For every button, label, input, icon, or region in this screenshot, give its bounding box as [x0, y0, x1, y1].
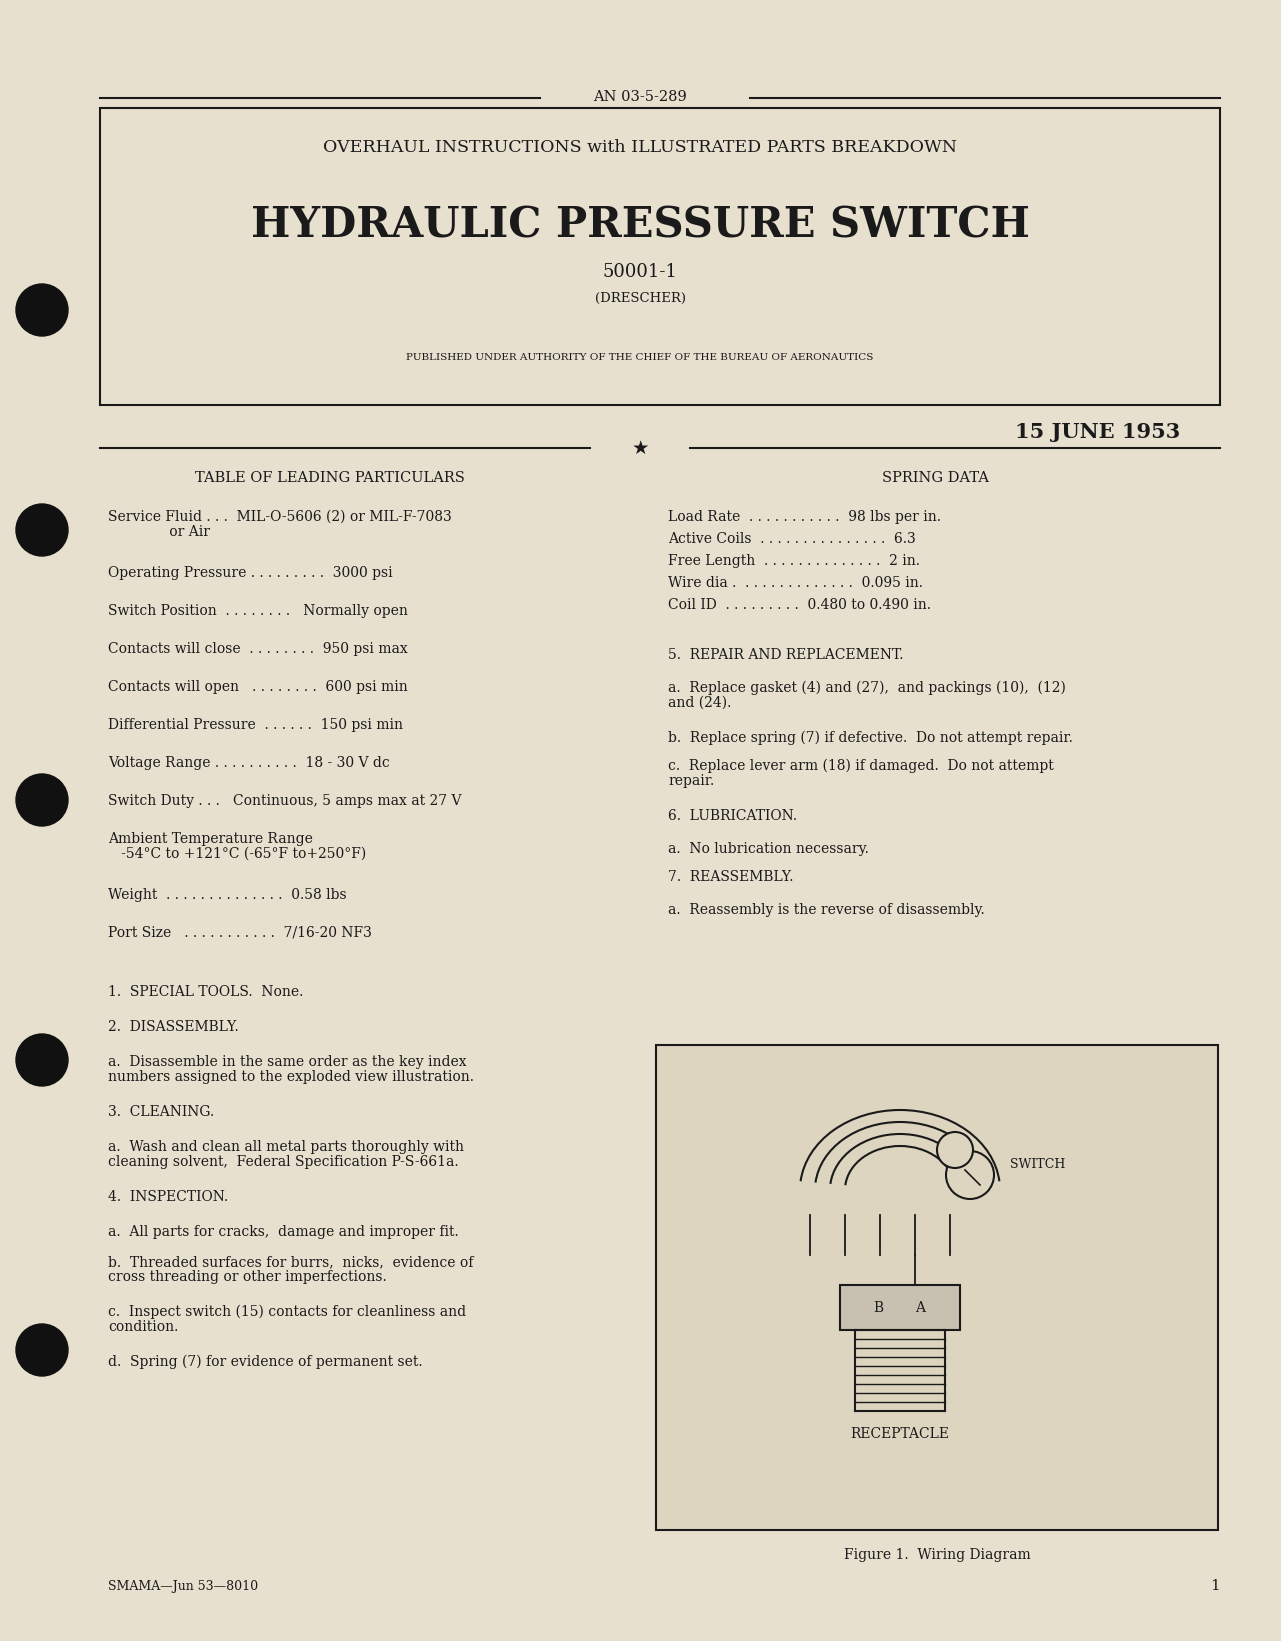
Text: TABLE OF LEADING PARTICULARS: TABLE OF LEADING PARTICULARS	[195, 471, 465, 486]
Text: b.  Threaded surfaces for burrs,  nicks,  evidence of: b. Threaded surfaces for burrs, nicks, e…	[108, 1255, 474, 1268]
Text: Switch Duty . . .   Continuous, 5 amps max at 27 V: Switch Duty . . . Continuous, 5 amps max…	[108, 794, 461, 807]
Text: (DRESCHER): (DRESCHER)	[594, 292, 685, 305]
Text: Operating Pressure . . . . . . . . .  3000 psi: Operating Pressure . . . . . . . . . 300…	[108, 566, 392, 579]
Text: d.  Spring (7) for evidence of permanent set.: d. Spring (7) for evidence of permanent …	[108, 1355, 423, 1369]
Text: Voltage Range . . . . . . . . . .  18 - 30 V dc: Voltage Range . . . . . . . . . . 18 - 3…	[108, 757, 389, 770]
Text: Free Length  . . . . . . . . . . . . . .  2 in.: Free Length . . . . . . . . . . . . . . …	[667, 555, 920, 568]
Text: numbers assigned to the exploded view illustration.: numbers assigned to the exploded view il…	[108, 1070, 474, 1085]
Text: SWITCH: SWITCH	[1009, 1159, 1066, 1172]
Text: Weight  . . . . . . . . . . . . . .  0.58 lbs: Weight . . . . . . . . . . . . . . 0.58 …	[108, 888, 347, 903]
Bar	[656, 1045, 1218, 1529]
Text: Coil ID  . . . . . . . . .  0.480 to 0.490 in.: Coil ID . . . . . . . . . 0.480 to 0.490…	[667, 597, 931, 612]
Circle shape	[15, 775, 68, 825]
Text: Port Size   . . . . . . . . . . .  7/16-20 NF3: Port Size . . . . . . . . . . . 7/16-20 …	[108, 926, 371, 940]
Text: c.  Replace lever arm (18) if damaged.  Do not attempt: c. Replace lever arm (18) if damaged. Do…	[667, 760, 1054, 773]
Circle shape	[15, 1324, 68, 1377]
Text: Ambient Temperature Range: Ambient Temperature Range	[108, 832, 313, 847]
Text: b.  Replace spring (7) if defective.  Do not attempt repair.: b. Replace spring (7) if defective. Do n…	[667, 730, 1073, 745]
Text: a.  Wash and clean all metal parts thoroughly with: a. Wash and clean all metal parts thorou…	[108, 1140, 464, 1154]
Circle shape	[936, 1132, 974, 1168]
Text: A: A	[915, 1301, 925, 1314]
Text: SPRING DATA: SPRING DATA	[881, 471, 989, 486]
Text: Contacts will close  . . . . . . . .  950 psi max: Contacts will close . . . . . . . . 950 …	[108, 642, 407, 656]
Text: Load Rate  . . . . . . . . . . .  98 lbs per in.: Load Rate . . . . . . . . . . . 98 lbs p…	[667, 510, 942, 523]
Text: 15 JUNE 1953: 15 JUNE 1953	[1015, 422, 1180, 441]
Circle shape	[15, 284, 68, 336]
Text: a.  No lubrication necessary.: a. No lubrication necessary.	[667, 842, 869, 857]
Text: Switch Position  . . . . . . . .   Normally open: Switch Position . . . . . . . . Normally…	[108, 604, 407, 619]
Text: Contacts will open   . . . . . . . .  600 psi min: Contacts will open . . . . . . . . 600 p…	[108, 679, 407, 694]
Circle shape	[945, 1150, 994, 1200]
Text: 5.  REPAIR AND REPLACEMENT.: 5. REPAIR AND REPLACEMENT.	[667, 648, 903, 661]
Text: repair.: repair.	[667, 775, 715, 788]
Text: -54°C to +121°C (-65°F to+250°F): -54°C to +121°C (-65°F to+250°F)	[108, 847, 366, 862]
Text: cross threading or other imperfections.: cross threading or other imperfections.	[108, 1270, 387, 1283]
Text: a.  Disassemble in the same order as the key index: a. Disassemble in the same order as the …	[108, 1055, 466, 1068]
Text: 1: 1	[1211, 1579, 1220, 1593]
Text: 2.  DISASSEMBLY.: 2. DISASSEMBLY.	[108, 1021, 238, 1034]
Text: B: B	[872, 1301, 883, 1314]
Text: and (24).: and (24).	[667, 696, 731, 711]
Text: HYDRAULIC PRESSURE SWITCH: HYDRAULIC PRESSURE SWITCH	[251, 203, 1030, 246]
Text: PUBLISHED UNDER AUTHORITY OF THE CHIEF OF THE BUREAU OF AERONAUTICS: PUBLISHED UNDER AUTHORITY OF THE CHIEF O…	[406, 353, 874, 363]
Text: a.  All parts for cracks,  damage and improper fit.: a. All parts for cracks, damage and impr…	[108, 1224, 459, 1239]
Text: 3.  CLEANING.: 3. CLEANING.	[108, 1104, 214, 1119]
Text: 7.  REASSEMBLY.: 7. REASSEMBLY.	[667, 870, 793, 884]
Text: 4.  INSPECTION.: 4. INSPECTION.	[108, 1190, 228, 1204]
Circle shape	[15, 1034, 68, 1086]
Text: 6.  LUBRICATION.: 6. LUBRICATION.	[667, 809, 797, 824]
Text: OVERHAUL INSTRUCTIONS with ILLUSTRATED PARTS BREAKDOWN: OVERHAUL INSTRUCTIONS with ILLUSTRATED P…	[323, 139, 957, 156]
Text: Figure 1.  Wiring Diagram: Figure 1. Wiring Diagram	[844, 1547, 1030, 1562]
Text: SMAMA—Jun 53—8010: SMAMA—Jun 53—8010	[108, 1580, 259, 1593]
Text: cleaning solvent,  Federal Specification P-S-661a.: cleaning solvent, Federal Specification …	[108, 1155, 459, 1168]
Text: a.  Replace gasket (4) and (27),  and packings (10),  (12): a. Replace gasket (4) and (27), and pack…	[667, 681, 1066, 696]
Text: c.  Inspect switch (15) contacts for cleanliness and: c. Inspect switch (15) contacts for clea…	[108, 1305, 466, 1319]
Text: 1.  SPECIAL TOOLS.  None.: 1. SPECIAL TOOLS. None.	[108, 985, 304, 999]
Text: AN 03-5-289: AN 03-5-289	[593, 90, 687, 103]
Text: 50001-1: 50001-1	[602, 263, 678, 281]
Text: Service Fluid . . .  MIL-O-5606 (2) or MIL-F-7083: Service Fluid . . . MIL-O-5606 (2) or MI…	[108, 510, 452, 523]
Bar	[840, 1285, 959, 1329]
Text: ★: ★	[632, 438, 648, 458]
Text: RECEPTACLE: RECEPTACLE	[851, 1428, 949, 1441]
Text: or Air: or Air	[108, 525, 210, 538]
Text: Wire dia .  . . . . . . . . . . . . .  0.095 in.: Wire dia . . . . . . . . . . . . . . 0.0…	[667, 576, 924, 591]
Text: a.  Reassembly is the reverse of disassembly.: a. Reassembly is the reverse of disassem…	[667, 903, 985, 917]
Text: Active Coils  . . . . . . . . . . . . . . .  6.3: Active Coils . . . . . . . . . . . . . .…	[667, 532, 916, 546]
Text: Differential Pressure  . . . . . .  150 psi min: Differential Pressure . . . . . . 150 ps…	[108, 719, 404, 732]
Text: condition.: condition.	[108, 1319, 178, 1334]
Circle shape	[15, 504, 68, 556]
